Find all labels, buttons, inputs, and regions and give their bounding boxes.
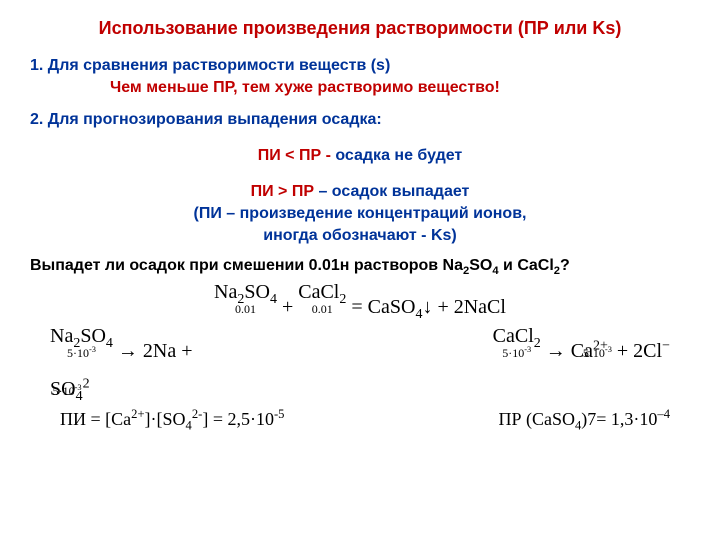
- result-pr: ПР (CaSO4)7= 1,3·10–4: [498, 409, 670, 430]
- rule-yes-line2: (ПИ – произведение концентраций ионов,: [30, 205, 690, 223]
- rule-no-rhs: осадка не будет: [335, 147, 462, 164]
- problem-question: Выпадет ли осадок при смешении 0.01н рас…: [30, 257, 690, 275]
- rule-yes-line3: иногда обозначают - Ks): [30, 227, 690, 245]
- rule-no-precipitate: ПИ < ПР - осадка не будет: [30, 147, 690, 165]
- result-pi: ПИ = [Ca2+]·[SO42-] = 2,5·10-5: [60, 409, 284, 430]
- rule-yes-line1: ПИ > ПР – осадок выпадает: [30, 183, 690, 201]
- equation-dissoc-right: CaCl2 5·10-3 → Ca2+ 5·10-3 + 2Cl−: [493, 325, 670, 401]
- point-1-note: Чем меньше ПР, тем хуже растворимо вещес…: [30, 79, 690, 97]
- equation-main: Na2SO4 0.01 + CaCl2 0.01 = CaSO4↓ + 2NaC…: [30, 281, 690, 319]
- equation-dissoc-left: Na2SO4 5·10-3 → 2Na + SO42 5·10-3: [50, 325, 229, 401]
- rule-yes-red: ПИ > ПР: [251, 183, 314, 200]
- slide-title: Использование произведения растворимости…: [30, 18, 690, 39]
- point-2: 2. Для прогнозирования выпадения осадка:: [30, 111, 690, 129]
- rule-no-lhs: ПИ < ПР -: [258, 147, 336, 164]
- rule-yes-blue: – осадок выпадает: [314, 183, 469, 200]
- point-1: 1. Для сравнения растворимости веществ (…: [30, 57, 690, 75]
